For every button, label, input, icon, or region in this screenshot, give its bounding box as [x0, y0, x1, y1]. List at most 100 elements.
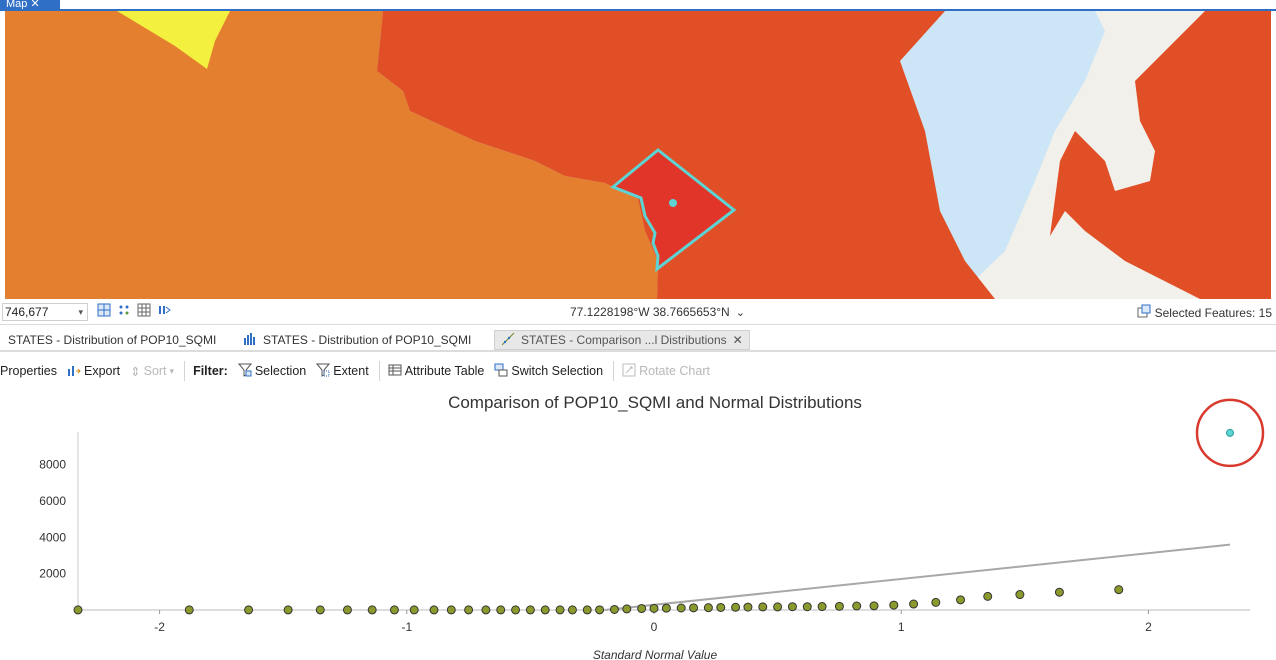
filter-selection-button[interactable]: Selection	[237, 363, 306, 380]
x-tick-label: 1	[898, 620, 905, 634]
toolbar-divider	[184, 361, 186, 381]
y-tick-label: 4000	[39, 530, 66, 544]
data-point	[743, 602, 753, 612]
data-point	[869, 601, 879, 611]
data-point	[540, 605, 550, 615]
attribute-table-button[interactable]: Attribute Table	[388, 363, 484, 380]
data-point	[787, 602, 797, 612]
data-point	[525, 605, 535, 615]
state-yellow	[117, 11, 230, 69]
properties-button[interactable]: Properties	[0, 364, 57, 378]
data-point	[342, 605, 352, 615]
data-point	[496, 605, 506, 615]
data-point	[595, 605, 605, 615]
x-tick-label: 2	[1145, 620, 1152, 634]
data-point	[1054, 587, 1064, 597]
data-point	[389, 605, 399, 615]
tab-distribution-1[interactable]: STATES - Distribution of POP10_SQMI	[8, 333, 217, 347]
data-point	[582, 605, 592, 615]
data-point	[609, 604, 619, 614]
data-point	[184, 605, 194, 615]
data-point	[1015, 590, 1025, 600]
chevron-down-icon[interactable]: ⌄	[735, 307, 745, 319]
data-point	[661, 603, 671, 613]
toolbar-divider	[378, 361, 380, 381]
switch-selection-button[interactable]: Switch Selection	[494, 363, 603, 380]
chart-marks	[73, 398, 1265, 615]
data-point	[446, 605, 456, 615]
data-point	[409, 605, 419, 615]
dc-centroid	[669, 199, 677, 207]
data-point	[852, 601, 862, 611]
map-tab[interactable]: Map ✕	[0, 0, 60, 10]
toolbar-divider	[613, 361, 615, 381]
state-orange	[5, 11, 658, 299]
close-icon[interactable]: ✕	[732, 333, 743, 347]
data-point	[283, 605, 293, 615]
chevron-down-icon[interactable]: ▾	[78, 307, 83, 317]
qq-plot-chart[interactable]: -2 -1 0 1 2 2000 4000 6000 8000 Standard Normal …	[0, 387, 1276, 660]
y-tick-label: 8000	[39, 458, 66, 472]
y-tick-label: 6000	[39, 494, 66, 508]
export-icon	[67, 363, 81, 380]
data-point	[567, 605, 577, 615]
scale-input[interactable]: 746,677 ▾	[2, 303, 88, 321]
fixed-scale-icon[interactable]	[96, 302, 112, 318]
data-point	[731, 602, 741, 612]
tab-comparison[interactable]: STATES - Comparison ...l Distributions ✕	[494, 330, 750, 350]
qq-plot-icon	[501, 332, 515, 349]
x-tick-label: 0	[651, 620, 658, 634]
data-point	[1114, 585, 1124, 595]
data-point	[773, 602, 783, 612]
data-point	[983, 591, 993, 601]
switch-selection-icon	[494, 363, 508, 380]
state-red	[377, 11, 995, 299]
coordinate-readout[interactable]: 77.1228198°W 38.7665653°N ⌄	[570, 305, 745, 319]
map-view[interactable]	[5, 11, 1271, 299]
data-point	[622, 604, 632, 614]
data-point	[909, 599, 919, 609]
data-point	[73, 605, 83, 615]
data-point	[676, 603, 686, 613]
x-tick-label: -2	[154, 620, 165, 634]
x-axis-label: Standard Normal Value	[593, 648, 718, 660]
rotate-chart-button[interactable]: Rotate Chart	[622, 363, 710, 380]
chart-tabs-bar: STATES - Distribution of POP10_SQMI STAT…	[0, 326, 1276, 352]
sort-button[interactable]: ⇕ Sort ▾	[130, 364, 175, 379]
data-point	[703, 603, 713, 613]
rotate-chart-icon	[622, 363, 636, 380]
data-point	[802, 602, 812, 612]
sort-icon: ⇕	[130, 364, 141, 379]
chevron-down-icon: ▾	[169, 365, 175, 376]
table-grid-icon[interactable]	[136, 302, 152, 318]
chart-axes: -2 -1 0 1 2 2000 4000 6000 8000	[39, 432, 1250, 634]
export-button[interactable]: Export	[67, 363, 120, 380]
selected-features-count[interactable]: Selected Features: 15	[1137, 304, 1272, 321]
normal-reference-line	[604, 543, 1231, 611]
data-point	[637, 604, 647, 614]
data-point	[481, 605, 491, 615]
data-point	[244, 605, 254, 615]
data-point	[367, 605, 377, 615]
x-tick-label: -1	[401, 620, 412, 634]
data-point	[555, 605, 565, 615]
data-point	[649, 603, 659, 613]
chart-title: Comparison of POP10_SQMI and Normal Dist…	[448, 393, 862, 412]
state-red-east	[1050, 11, 1271, 299]
highlight-circle	[1195, 398, 1265, 468]
data-point	[834, 601, 844, 611]
data-point	[464, 605, 474, 615]
table-icon	[388, 363, 402, 380]
data-point	[689, 603, 699, 613]
data-point	[429, 605, 439, 615]
tab-distribution-2[interactable]: STATES - Distribution of POP10_SQMI	[243, 330, 471, 350]
data-point	[716, 602, 726, 612]
grid-snap-icon[interactable]	[116, 302, 132, 318]
histogram-icon	[243, 332, 257, 349]
dc-selected[interactable]	[610, 148, 737, 273]
filter-extent-button[interactable]: Extent	[316, 363, 369, 380]
filter-selection-icon	[237, 363, 252, 380]
y-tick-label: 2000	[39, 567, 66, 581]
data-point	[758, 602, 768, 612]
pause-drawing-icon[interactable]	[156, 302, 172, 318]
